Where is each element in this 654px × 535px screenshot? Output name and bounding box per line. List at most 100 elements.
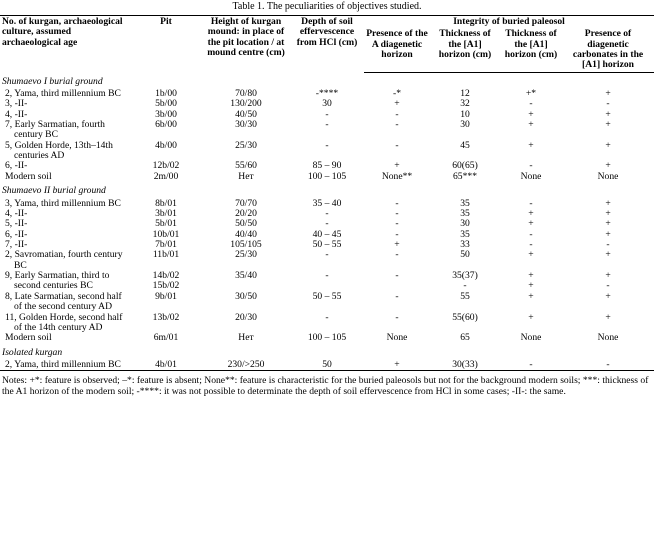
table-cell: +	[528, 270, 534, 282]
table-cell: 15b/02	[152, 280, 180, 292]
table-cell: 10	[460, 108, 470, 120]
table-cell: 2m/00	[153, 170, 179, 182]
table-cell: 55(60)	[452, 311, 478, 323]
row-label: Modern soil	[5, 332, 52, 344]
table-cell: 4b/00	[155, 139, 177, 151]
table-row: 9, Early Sarmatian, third to second cent…	[0, 270, 654, 291]
table-cell: -	[395, 139, 399, 151]
table-cell: 32	[460, 98, 470, 110]
table-cell: -	[562, 359, 654, 372]
section-title: Shumaevo I burial ground	[2, 75, 103, 87]
table-cell: 105/105	[230, 238, 262, 250]
table-row: Modern soil 2m/00 Нет 100 – 105 None** 65*** N…	[0, 170, 654, 182]
table-cell: 7b/01	[155, 238, 177, 250]
table-cell: +	[605, 87, 611, 99]
table-cell: 40/50	[235, 108, 257, 120]
row-label: Modern soil	[5, 170, 52, 182]
section-title: Isolated kurgan	[2, 346, 63, 358]
table-cell: 50	[290, 359, 364, 372]
column-header: Depth of soil effervescence from HCl (cm…	[290, 14, 364, 73]
table-cell: -*	[393, 87, 401, 99]
table-cell: +	[605, 270, 611, 282]
table-cell: 12b/02	[152, 160, 180, 172]
table-cell: 6b/00	[155, 119, 177, 131]
table-cell: +	[528, 218, 534, 230]
table-row: 5, -II- 5b/01 50/50 - - 30 + +	[0, 218, 654, 230]
table-row: 15b/02 - + -	[0, 280, 654, 292]
table-title: Table 1. The peculiarities of objectives…	[232, 1, 422, 12]
table-cell: -	[325, 249, 329, 261]
table-cell: -	[325, 270, 329, 282]
row-label: 3, -II-	[5, 98, 28, 110]
data-table: No. of kurgan, archaeological culture, a…	[0, 14, 654, 372]
table-cell: 12	[460, 87, 470, 99]
table-cell: -	[529, 228, 533, 240]
table-cell: 65	[460, 332, 470, 344]
table-cell: +	[605, 207, 611, 219]
row-label: 6, -II-	[5, 228, 28, 240]
table-cell: 20/30	[235, 311, 257, 323]
table-cell: +	[528, 139, 534, 151]
table-cell: 50/50	[235, 218, 257, 230]
table-cell: -	[395, 119, 399, 131]
table-cell: 35	[460, 207, 470, 219]
table-cell: 10b/01	[152, 228, 180, 240]
table-cell: 100 – 105	[307, 170, 347, 182]
subcolumn-header: Thickness of the [A1] horizon (cm)	[500, 28, 562, 73]
row-label: 2, Savromatian, fourth century BC	[5, 249, 123, 271]
table-cell: 30	[460, 119, 470, 131]
table-row: 3, Yama, third millennium BC 8b/01 70/70 35…	[0, 197, 654, 209]
table-cell: None	[520, 170, 542, 182]
table-cell: +	[528, 249, 534, 261]
table-cell: 11b/01	[152, 249, 180, 261]
table-cell: +	[605, 228, 611, 240]
column-header: No. of kurgan, archaeological culture, a…	[0, 14, 130, 73]
table-cell: 6m/01	[153, 332, 179, 344]
table-cell: -	[463, 280, 467, 292]
table-cell: +	[528, 119, 534, 131]
table-cell: 35(37)	[452, 270, 478, 282]
table-cell: -****	[315, 87, 339, 99]
table-cell: +	[605, 249, 611, 261]
table-cell: 55/60	[235, 160, 257, 172]
row-label: 2, Yama, third millennium BC	[0, 359, 130, 372]
table-cell: None**	[381, 170, 413, 182]
table-cell: -	[395, 249, 399, 261]
table-cell: -	[529, 197, 533, 209]
table-cell: +	[528, 108, 534, 120]
row-label: 6, -II-	[5, 160, 28, 172]
table-cell: 50 – 55	[312, 238, 342, 250]
table-cell: 35	[460, 228, 470, 240]
table-cell: -	[395, 311, 399, 323]
table-cell: -	[395, 218, 399, 230]
row-label: 4, -II-	[5, 108, 28, 120]
table-cell: 5b/01	[155, 218, 177, 230]
section-title: Shumaevo II burial ground	[2, 185, 106, 197]
table-cell: 35/40	[235, 270, 257, 282]
table-cell: 130/200	[230, 98, 262, 110]
table-cell: 45	[460, 139, 470, 151]
table-cell: Нет	[238, 170, 254, 182]
table-cell: None	[597, 332, 619, 344]
table-row: 6, -II- 12b/02 55/60 85 – 90 +60(65) - +	[0, 160, 654, 172]
table-row: 5, Golden Horde, 13th–14th centuries AD 4…	[0, 139, 654, 162]
table-cell: None	[386, 332, 408, 344]
table-cell: 100 – 105	[307, 332, 347, 344]
table-cell: +	[528, 290, 534, 302]
row-label: 7, Early Sarmatian, fourth century BC	[5, 119, 105, 141]
table-row: 3, -II- 5b/00 130/200 30 +32 - -	[0, 98, 654, 110]
table-cell: 70/80	[235, 87, 257, 99]
row-label: 2, Yama, third millennium BC	[5, 87, 121, 99]
table-cell: -	[325, 218, 329, 230]
table-row: 4, -II- 3b/01 20/20 - - 35 + +	[0, 207, 654, 219]
table-cell: 14b/02	[152, 270, 180, 282]
table-cell: 33	[460, 238, 470, 250]
table-cell: +	[605, 311, 611, 323]
group-header: Integrity of buried paleosol	[364, 14, 654, 29]
table-header: No. of kurgan, archaeological culture, a…	[0, 14, 654, 73]
row-label: 9, Early Sarmatian, third to second cent…	[5, 270, 110, 292]
table-cell: 1b/00	[155, 87, 177, 99]
table-cell: -	[325, 119, 329, 131]
table-row: 4, -II- 3b/00 40/50 - - 10 + +	[0, 108, 654, 120]
table-cell: +	[528, 311, 534, 323]
